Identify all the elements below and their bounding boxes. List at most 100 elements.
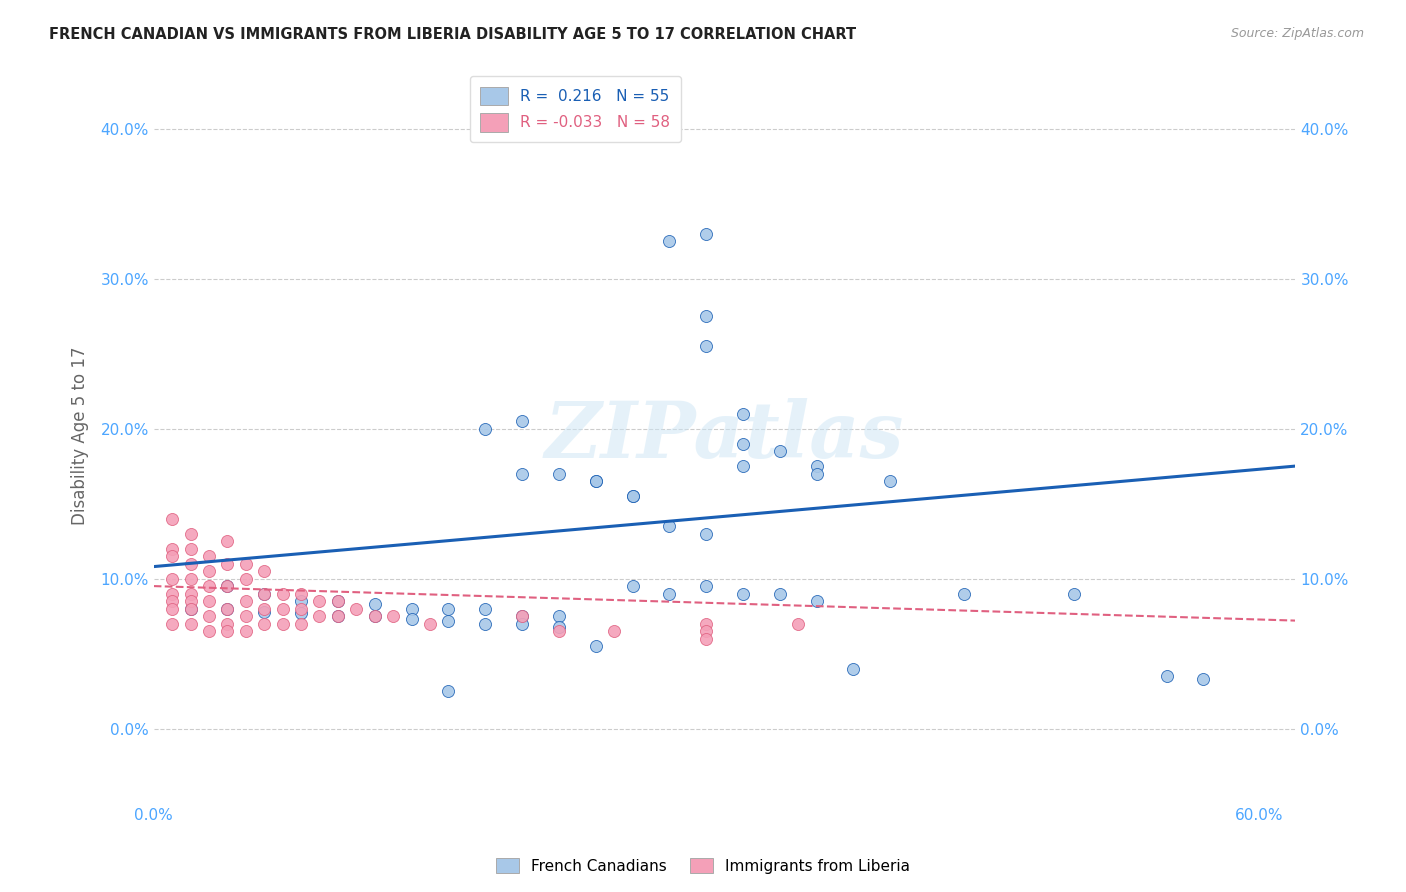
Point bbox=[235, 557, 257, 571]
Point bbox=[510, 467, 533, 481]
Point bbox=[510, 609, 533, 624]
Point bbox=[198, 564, 221, 578]
Point bbox=[160, 594, 183, 608]
Point bbox=[290, 616, 312, 631]
Point bbox=[401, 601, 423, 615]
Point bbox=[621, 489, 644, 503]
Point bbox=[879, 474, 901, 488]
Point bbox=[401, 612, 423, 626]
Point bbox=[160, 549, 183, 563]
Point bbox=[695, 309, 717, 323]
Point bbox=[290, 586, 312, 600]
Point bbox=[198, 579, 221, 593]
Point bbox=[658, 519, 681, 533]
Point bbox=[787, 616, 810, 631]
Point bbox=[290, 594, 312, 608]
Point bbox=[217, 579, 239, 593]
Point bbox=[1156, 669, 1178, 683]
Point bbox=[326, 594, 349, 608]
Point bbox=[180, 541, 202, 556]
Point bbox=[585, 474, 607, 488]
Point bbox=[731, 459, 754, 474]
Point bbox=[344, 601, 367, 615]
Point bbox=[217, 601, 239, 615]
Point bbox=[731, 407, 754, 421]
Point bbox=[806, 467, 828, 481]
Point bbox=[326, 594, 349, 608]
Point bbox=[695, 624, 717, 639]
Point bbox=[658, 586, 681, 600]
Point bbox=[769, 444, 792, 458]
Point bbox=[1192, 672, 1215, 686]
Point bbox=[437, 614, 460, 628]
Point bbox=[510, 414, 533, 428]
Point bbox=[160, 616, 183, 631]
Point bbox=[547, 609, 569, 624]
Point bbox=[180, 557, 202, 571]
Point bbox=[731, 586, 754, 600]
Point bbox=[437, 601, 460, 615]
Point bbox=[603, 624, 626, 639]
Point bbox=[437, 684, 460, 698]
Point bbox=[198, 594, 221, 608]
Point bbox=[695, 616, 717, 631]
Point bbox=[253, 616, 276, 631]
Point bbox=[363, 609, 385, 624]
Point bbox=[235, 594, 257, 608]
Point bbox=[180, 586, 202, 600]
Point bbox=[474, 601, 496, 615]
Y-axis label: Disability Age 5 to 17: Disability Age 5 to 17 bbox=[72, 347, 89, 525]
Point bbox=[160, 511, 183, 525]
Text: FRENCH CANADIAN VS IMMIGRANTS FROM LIBERIA DISABILITY AGE 5 TO 17 CORRELATION CH: FRENCH CANADIAN VS IMMIGRANTS FROM LIBER… bbox=[49, 27, 856, 42]
Text: ZIPatlas: ZIPatlas bbox=[546, 398, 904, 475]
Point bbox=[180, 601, 202, 615]
Point bbox=[160, 586, 183, 600]
Point bbox=[806, 594, 828, 608]
Legend: French Canadians, Immigrants from Liberia: French Canadians, Immigrants from Liberi… bbox=[489, 852, 917, 880]
Point bbox=[1063, 586, 1085, 600]
Point bbox=[695, 227, 717, 241]
Point bbox=[806, 459, 828, 474]
Point bbox=[271, 586, 294, 600]
Point bbox=[363, 597, 385, 611]
Point bbox=[180, 601, 202, 615]
Point bbox=[326, 609, 349, 624]
Point bbox=[547, 624, 569, 639]
Point bbox=[271, 601, 294, 615]
Point bbox=[290, 606, 312, 620]
Point bbox=[217, 557, 239, 571]
Point bbox=[842, 662, 865, 676]
Point bbox=[731, 436, 754, 450]
Point bbox=[253, 564, 276, 578]
Point bbox=[180, 594, 202, 608]
Point bbox=[198, 624, 221, 639]
Point bbox=[363, 609, 385, 624]
Point bbox=[198, 609, 221, 624]
Point bbox=[547, 467, 569, 481]
Point bbox=[253, 601, 276, 615]
Point bbox=[382, 609, 405, 624]
Point bbox=[290, 601, 312, 615]
Point bbox=[695, 526, 717, 541]
Point bbox=[585, 639, 607, 653]
Point bbox=[547, 619, 569, 633]
Point bbox=[953, 586, 976, 600]
Point bbox=[217, 534, 239, 549]
Point bbox=[695, 632, 717, 646]
Point bbox=[621, 579, 644, 593]
Point bbox=[658, 234, 681, 248]
Point bbox=[180, 616, 202, 631]
Point bbox=[217, 579, 239, 593]
Point bbox=[217, 624, 239, 639]
Point bbox=[308, 594, 330, 608]
Point bbox=[695, 339, 717, 353]
Point bbox=[160, 572, 183, 586]
Legend: R =  0.216   N = 55, R = -0.033   N = 58: R = 0.216 N = 55, R = -0.033 N = 58 bbox=[470, 76, 681, 143]
Text: Source: ZipAtlas.com: Source: ZipAtlas.com bbox=[1230, 27, 1364, 40]
Point bbox=[326, 609, 349, 624]
Point bbox=[253, 605, 276, 619]
Point bbox=[695, 579, 717, 593]
Point bbox=[253, 586, 276, 600]
Point bbox=[585, 474, 607, 488]
Point bbox=[510, 616, 533, 631]
